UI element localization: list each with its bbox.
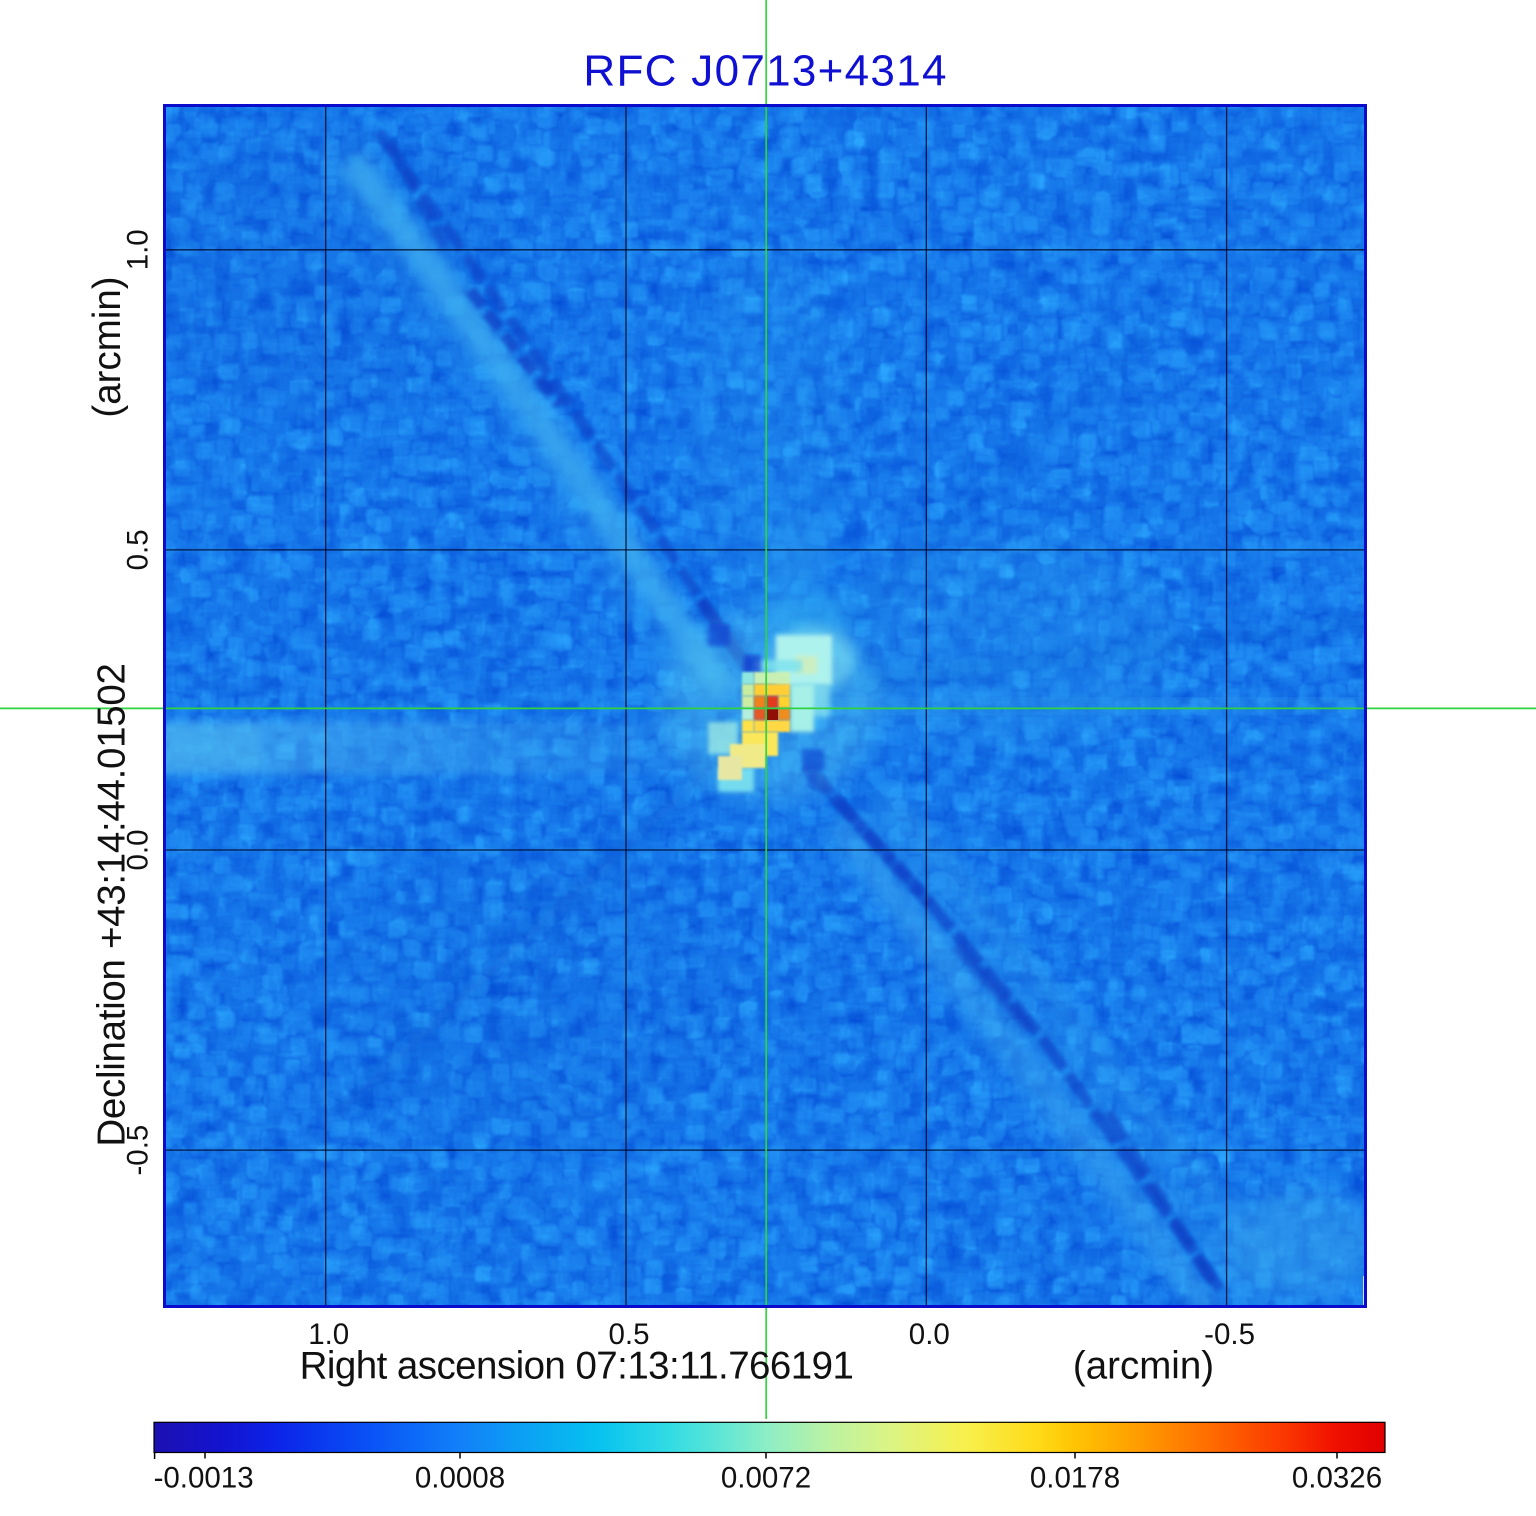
svg-text:Declination +43:14:44.01502: Declination +43:14:44.01502 bbox=[91, 663, 134, 1146]
svg-text:0.5: 0.5 bbox=[608, 1318, 649, 1351]
svg-text:0.0: 0.0 bbox=[122, 829, 155, 870]
svg-text:1.0: 1.0 bbox=[308, 1318, 349, 1351]
svg-text:-0.5: -0.5 bbox=[1204, 1318, 1255, 1351]
svg-text:RFC J0713+4314: RFC J0713+4314 bbox=[583, 47, 947, 96]
svg-text:0.0: 0.0 bbox=[909, 1318, 950, 1351]
svg-text:0.5: 0.5 bbox=[122, 529, 155, 570]
svg-text:1.0: 1.0 bbox=[122, 229, 155, 270]
svg-text:0.0008: 0.0008 bbox=[415, 1462, 505, 1495]
svg-text:0.0326: 0.0326 bbox=[1292, 1462, 1382, 1495]
svg-text:0.0072: 0.0072 bbox=[721, 1462, 811, 1495]
svg-text:-0.5: -0.5 bbox=[122, 1125, 155, 1176]
svg-text:-0.0013: -0.0013 bbox=[154, 1462, 254, 1495]
svg-text:(arcmin): (arcmin) bbox=[86, 276, 129, 417]
svg-text:Right ascension 07:13:11.7661: Right ascension 07:13:11.766191 bbox=[300, 1345, 854, 1388]
svg-text:(arcmin): (arcmin) bbox=[1073, 1345, 1214, 1388]
svg-text:0.0178: 0.0178 bbox=[1030, 1462, 1120, 1495]
